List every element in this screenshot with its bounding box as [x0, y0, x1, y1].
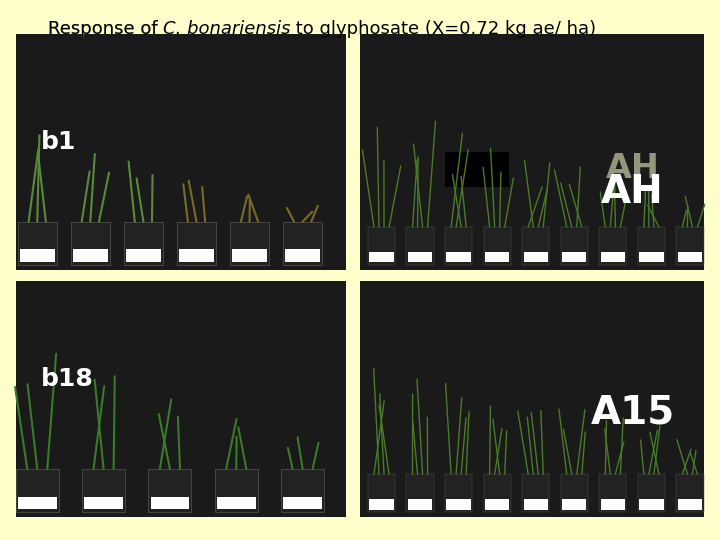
Bar [408, 499, 432, 510]
Bar [148, 469, 192, 512]
Bar [522, 227, 549, 265]
Bar [16, 33, 346, 270]
Bar [176, 221, 216, 265]
Bar [407, 474, 433, 512]
Bar [16, 469, 59, 512]
Bar [562, 252, 587, 262]
Bar [485, 499, 509, 510]
Bar [285, 248, 320, 262]
Bar [407, 227, 433, 265]
Bar [150, 497, 189, 509]
Bar [283, 221, 323, 265]
Text: to glyphosate (X=0.72 kg ae/ ha): to glyphosate (X=0.72 kg ae/ ha) [290, 20, 596, 38]
Bar [126, 248, 161, 262]
Bar [676, 227, 703, 265]
Text: Response of: Response of [48, 20, 163, 38]
Bar [561, 227, 588, 265]
Bar [230, 221, 269, 265]
Text: AH: AH [606, 152, 660, 185]
Bar [523, 252, 548, 262]
Bar [446, 499, 471, 510]
Bar [368, 227, 395, 265]
Bar [73, 248, 108, 262]
Bar [360, 281, 704, 517]
Bar [445, 152, 509, 187]
Bar [124, 221, 163, 265]
Bar [71, 221, 110, 265]
Bar [18, 497, 57, 509]
Bar [485, 252, 509, 262]
Text: Response of: Response of [48, 20, 163, 38]
Bar [638, 227, 665, 265]
Bar [84, 497, 123, 509]
Bar [676, 474, 703, 512]
Bar [638, 474, 665, 512]
Bar [82, 469, 125, 512]
Bar [523, 499, 548, 510]
Bar [408, 252, 432, 262]
Bar [446, 252, 471, 262]
Text: AH: AH [601, 173, 664, 211]
Bar [600, 252, 625, 262]
Bar [562, 499, 587, 510]
Bar [445, 227, 472, 265]
Bar [639, 252, 664, 262]
Bar [17, 221, 57, 265]
Bar [561, 474, 588, 512]
Bar [281, 469, 324, 512]
Bar [217, 497, 256, 509]
Bar [19, 248, 55, 262]
Text: C. bonariensis: C. bonariensis [163, 20, 290, 38]
Bar [639, 499, 664, 510]
Text: b1: b1 [41, 130, 76, 154]
Bar [522, 474, 549, 512]
Bar [283, 497, 322, 509]
Bar [600, 499, 625, 510]
Bar [599, 474, 626, 512]
Bar [360, 33, 704, 270]
Bar [368, 474, 395, 512]
Bar [215, 469, 258, 512]
Bar [484, 227, 510, 265]
Bar [179, 248, 214, 262]
Text: Response of: Response of [48, 20, 163, 38]
Bar [369, 252, 394, 262]
Bar [369, 499, 394, 510]
Text: A15: A15 [590, 394, 675, 431]
Bar [445, 474, 472, 512]
Bar [484, 474, 510, 512]
Bar [678, 499, 702, 510]
Bar [678, 252, 702, 262]
Bar [16, 281, 346, 517]
Bar [599, 227, 626, 265]
Text: b18: b18 [41, 367, 94, 391]
Bar [232, 248, 267, 262]
